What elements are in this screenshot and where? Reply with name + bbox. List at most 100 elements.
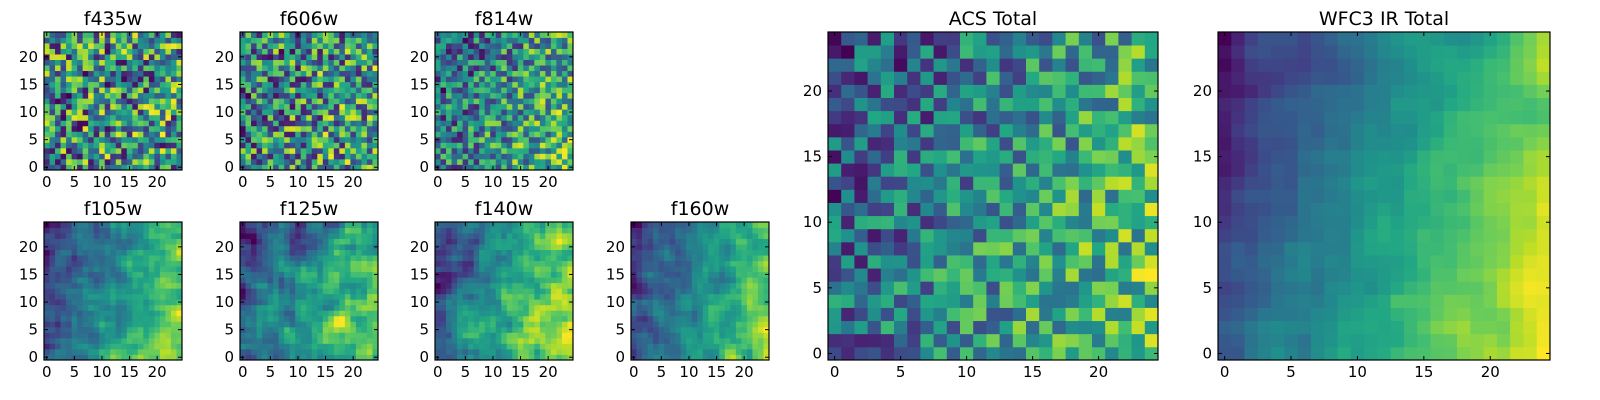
heatmap-cell	[501, 304, 508, 311]
heatmap-cell	[366, 136, 373, 143]
heatmap-cell	[528, 120, 535, 127]
heatmap-cell	[115, 293, 122, 300]
heatmap-cell	[501, 142, 508, 149]
heatmap-cell	[691, 222, 698, 228]
heatmap-cell	[82, 54, 89, 60]
heatmap-cell	[170, 120, 177, 127]
heatmap-cell	[1026, 307, 1040, 322]
heatmap-cell	[355, 164, 362, 171]
heatmap-cell	[828, 163, 842, 177]
heatmap-cell	[763, 260, 770, 267]
heatmap-cell	[757, 315, 764, 322]
heatmap-cell	[735, 293, 742, 300]
heatmap-cell	[539, 142, 546, 149]
heatmap-cell	[273, 310, 280, 317]
heatmap-cell	[730, 271, 737, 278]
heatmap-cell	[669, 315, 676, 322]
heatmap-cell	[490, 321, 497, 328]
heatmap-cell	[361, 81, 368, 88]
axes-frame	[43, 31, 183, 171]
heatmap-cell	[636, 326, 643, 333]
heatmap-cell	[479, 315, 486, 322]
heatmap-cell	[473, 131, 480, 138]
heatmap-cell	[154, 293, 161, 300]
heatmap-cell	[333, 321, 340, 328]
heatmap-cell	[920, 307, 934, 322]
heatmap-cell	[361, 136, 368, 143]
heatmap-cell	[251, 54, 257, 60]
heatmap-cell	[55, 304, 61, 311]
heatmap-cell	[440, 147, 447, 154]
y-tick-label: 5	[28, 321, 38, 339]
heatmap-cell	[121, 337, 128, 344]
heatmap-cell	[534, 321, 541, 328]
heatmap-cell	[240, 337, 246, 344]
heatmap-cell	[339, 326, 346, 333]
heatmap-cell	[317, 348, 324, 355]
heatmap-cell	[746, 299, 753, 306]
heatmap-cell	[757, 293, 764, 300]
heatmap-cell	[512, 266, 519, 273]
heatmap-cell	[322, 142, 329, 149]
heatmap-cell	[697, 337, 704, 344]
heatmap-cell	[713, 348, 720, 355]
heatmap-cell	[328, 238, 335, 245]
heatmap-cell	[60, 233, 67, 239]
heatmap-cell	[339, 43, 346, 49]
heatmap-cell	[317, 255, 324, 262]
heatmap-cell	[295, 76, 302, 83]
heatmap-cell	[93, 227, 100, 234]
heatmap-cell	[708, 321, 715, 328]
heatmap-cell	[262, 76, 268, 83]
heatmap-cell	[446, 304, 452, 311]
heatmap-cell	[664, 326, 671, 333]
heatmap-cell	[479, 266, 486, 273]
heatmap-cell	[561, 158, 568, 165]
heatmap-cell	[333, 255, 340, 262]
heatmap-cell	[702, 244, 709, 250]
heatmap-cell	[512, 120, 519, 127]
heatmap-cell	[495, 131, 502, 138]
heatmap-cell	[686, 260, 693, 267]
heatmap-cell	[631, 343, 637, 350]
heatmap-cell	[451, 43, 458, 49]
heatmap-cell	[653, 244, 659, 250]
axes-frame	[239, 31, 379, 171]
heatmap-cell	[344, 136, 351, 143]
heatmap-cell	[143, 109, 150, 116]
heatmap-cell	[284, 76, 291, 83]
heatmap-cell	[539, 354, 546, 361]
heatmap-cell	[256, 81, 263, 88]
y-tick-label: 10	[215, 103, 234, 121]
heatmap-cell	[1012, 346, 1027, 361]
heatmap-cell	[99, 348, 106, 355]
heatmap-cell	[295, 114, 302, 121]
heatmap-cell	[462, 147, 469, 154]
heatmap-cell	[317, 109, 324, 116]
heatmap-cell	[506, 147, 513, 154]
heatmap-cell	[267, 244, 274, 250]
heatmap-cell	[55, 337, 61, 344]
heatmap-cell	[708, 348, 715, 355]
heatmap-cell	[333, 98, 340, 105]
heatmap-cell	[245, 343, 252, 350]
heatmap-cell	[132, 81, 139, 88]
heatmap-cell	[642, 343, 648, 350]
heatmap-cell	[99, 321, 106, 328]
heatmap-cell	[344, 222, 351, 228]
heatmap-cell	[66, 125, 72, 132]
heatmap-cell	[440, 158, 447, 165]
heatmap-cell	[93, 59, 100, 66]
heatmap-cell	[66, 114, 72, 121]
heatmap-cell	[534, 70, 541, 77]
heatmap-cell	[284, 332, 291, 339]
heatmap-cell	[148, 315, 155, 322]
heatmap-cell	[372, 153, 379, 160]
heatmap-cell	[366, 271, 373, 278]
heatmap-cell	[1012, 307, 1027, 322]
heatmap-cell	[473, 32, 480, 38]
heatmap-cell	[631, 332, 637, 339]
heatmap-cell	[435, 293, 441, 300]
heatmap-cell	[71, 266, 78, 273]
